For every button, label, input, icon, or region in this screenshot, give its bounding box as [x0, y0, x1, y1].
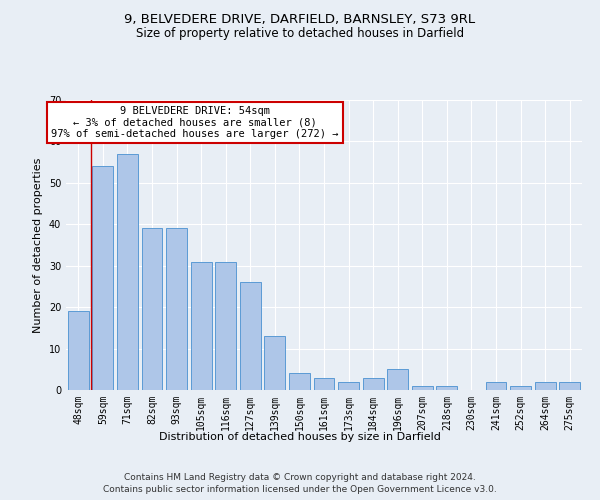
Bar	[289, 374, 310, 390]
Text: Distribution of detached houses by size in Darfield: Distribution of detached houses by size …	[159, 432, 441, 442]
Bar	[510, 386, 531, 390]
Bar	[142, 228, 163, 390]
Bar	[240, 282, 261, 390]
Bar	[362, 378, 383, 390]
Bar	[191, 262, 212, 390]
Bar	[68, 312, 89, 390]
Bar	[314, 378, 334, 390]
Y-axis label: Number of detached properties: Number of detached properties	[33, 158, 43, 332]
Bar	[166, 228, 187, 390]
Text: Contains HM Land Registry data © Crown copyright and database right 2024.: Contains HM Land Registry data © Crown c…	[124, 472, 476, 482]
Bar	[117, 154, 138, 390]
Text: 9, BELVEDERE DRIVE, DARFIELD, BARNSLEY, S73 9RL: 9, BELVEDERE DRIVE, DARFIELD, BARNSLEY, …	[124, 12, 476, 26]
Text: 9 BELVEDERE DRIVE: 54sqm
← 3% of detached houses are smaller (8)
97% of semi-det: 9 BELVEDERE DRIVE: 54sqm ← 3% of detache…	[51, 106, 339, 139]
Text: Size of property relative to detached houses in Darfield: Size of property relative to detached ho…	[136, 28, 464, 40]
Bar	[387, 370, 408, 390]
Bar	[485, 382, 506, 390]
Bar	[215, 262, 236, 390]
Bar	[412, 386, 433, 390]
Bar	[92, 166, 113, 390]
Text: Contains public sector information licensed under the Open Government Licence v3: Contains public sector information licen…	[103, 485, 497, 494]
Bar	[535, 382, 556, 390]
Bar	[436, 386, 457, 390]
Bar	[559, 382, 580, 390]
Bar	[265, 336, 286, 390]
Bar	[338, 382, 359, 390]
